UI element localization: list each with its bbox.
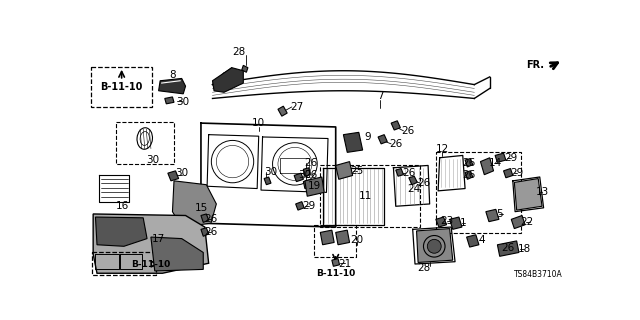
Bar xyxy=(436,152,520,233)
Polygon shape xyxy=(168,171,179,181)
Polygon shape xyxy=(278,106,287,116)
Text: 14: 14 xyxy=(489,158,502,168)
Polygon shape xyxy=(296,202,304,210)
Polygon shape xyxy=(336,230,349,245)
Text: 20: 20 xyxy=(350,235,363,245)
Text: 26: 26 xyxy=(462,171,476,180)
Text: 30: 30 xyxy=(176,97,189,107)
Text: 18: 18 xyxy=(518,244,531,254)
Polygon shape xyxy=(303,168,310,176)
Polygon shape xyxy=(151,237,204,271)
Polygon shape xyxy=(465,171,473,179)
Polygon shape xyxy=(417,228,452,262)
Polygon shape xyxy=(332,259,340,266)
Bar xyxy=(320,165,420,227)
Polygon shape xyxy=(495,153,506,162)
Text: 26: 26 xyxy=(402,168,415,178)
Text: 15: 15 xyxy=(195,203,207,213)
Text: 30: 30 xyxy=(298,171,312,180)
Polygon shape xyxy=(409,176,417,185)
Polygon shape xyxy=(396,169,403,176)
Text: 26: 26 xyxy=(204,213,218,224)
Text: 7: 7 xyxy=(377,91,383,101)
Text: 4: 4 xyxy=(479,235,485,245)
Text: FR.: FR. xyxy=(526,60,545,70)
Polygon shape xyxy=(294,173,303,182)
Polygon shape xyxy=(95,217,147,246)
Text: 29: 29 xyxy=(510,168,524,178)
Text: 13: 13 xyxy=(536,188,548,197)
Polygon shape xyxy=(378,135,387,144)
Bar xyxy=(91,67,152,107)
Polygon shape xyxy=(242,65,248,72)
Text: 26: 26 xyxy=(305,171,317,180)
Polygon shape xyxy=(201,228,209,236)
Text: 8: 8 xyxy=(169,70,176,80)
Text: 29: 29 xyxy=(302,201,316,211)
Polygon shape xyxy=(336,162,353,179)
Polygon shape xyxy=(436,217,447,227)
Polygon shape xyxy=(172,181,216,227)
Text: B-11-10: B-11-10 xyxy=(131,260,170,268)
Polygon shape xyxy=(344,132,363,152)
Text: 17: 17 xyxy=(152,234,165,244)
Polygon shape xyxy=(467,235,479,247)
Text: 10: 10 xyxy=(252,118,265,128)
Text: 30: 30 xyxy=(175,168,188,178)
Text: 23: 23 xyxy=(441,216,454,226)
Polygon shape xyxy=(481,158,493,175)
Polygon shape xyxy=(201,214,209,222)
Polygon shape xyxy=(320,230,334,245)
Text: 28: 28 xyxy=(232,47,245,57)
Text: 9: 9 xyxy=(365,132,371,142)
Polygon shape xyxy=(515,179,542,210)
Text: 1: 1 xyxy=(460,218,467,228)
Text: 27: 27 xyxy=(291,102,304,112)
Text: 5: 5 xyxy=(497,209,503,219)
Bar xyxy=(116,122,174,164)
Bar xyxy=(92,252,156,275)
Polygon shape xyxy=(450,217,462,229)
Text: 30: 30 xyxy=(146,155,159,165)
Text: 19: 19 xyxy=(308,181,321,191)
Text: 30: 30 xyxy=(264,167,278,177)
Text: 24: 24 xyxy=(408,184,421,194)
Text: 26: 26 xyxy=(418,178,431,188)
Polygon shape xyxy=(511,215,525,228)
Text: B-11-10: B-11-10 xyxy=(316,269,355,278)
Bar xyxy=(314,225,356,257)
Text: TS84B3710A: TS84B3710A xyxy=(514,270,563,279)
Text: 21: 21 xyxy=(339,259,351,269)
Polygon shape xyxy=(303,180,310,188)
Polygon shape xyxy=(164,97,174,104)
Polygon shape xyxy=(264,177,271,185)
Polygon shape xyxy=(391,121,401,130)
Polygon shape xyxy=(212,68,243,92)
Polygon shape xyxy=(93,214,209,273)
Text: 26: 26 xyxy=(204,228,218,237)
Text: 26: 26 xyxy=(389,139,403,149)
Text: 26: 26 xyxy=(500,243,514,253)
Text: 22: 22 xyxy=(520,217,533,227)
Text: 11: 11 xyxy=(358,191,372,201)
Text: 28: 28 xyxy=(418,263,431,273)
Polygon shape xyxy=(305,177,324,196)
Polygon shape xyxy=(465,158,473,167)
Polygon shape xyxy=(159,78,186,94)
Text: 16: 16 xyxy=(116,201,129,211)
Text: 26: 26 xyxy=(462,158,476,168)
Text: B-11-10: B-11-10 xyxy=(100,82,143,92)
Text: 25: 25 xyxy=(351,166,364,176)
Polygon shape xyxy=(497,241,519,256)
Text: 29: 29 xyxy=(504,153,518,163)
Text: 26: 26 xyxy=(305,158,317,168)
Text: 26: 26 xyxy=(401,126,415,136)
Polygon shape xyxy=(486,209,499,222)
Polygon shape xyxy=(504,169,513,178)
Text: 12: 12 xyxy=(435,143,449,154)
Circle shape xyxy=(428,239,441,253)
